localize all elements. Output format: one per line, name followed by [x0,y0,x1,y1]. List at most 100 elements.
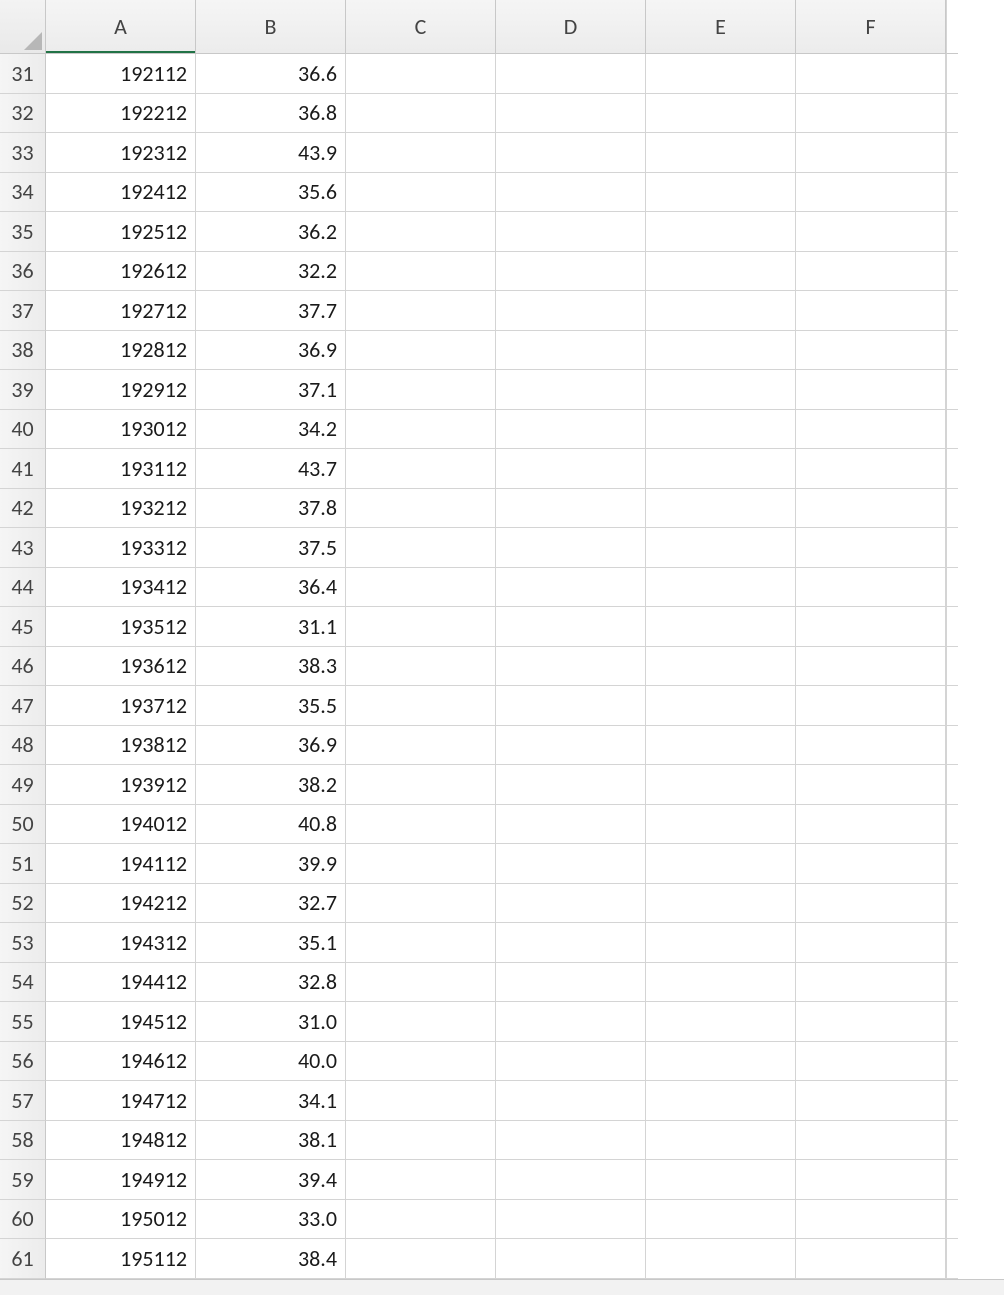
row-header[interactable]: 39 [0,370,46,410]
cell-F54[interactable] [796,963,946,1003]
cell-E56[interactable] [646,1042,796,1082]
cell-B33[interactable]: 43.9 [196,133,346,173]
cell-D40[interactable] [496,410,646,450]
row-header[interactable]: 48 [0,726,46,766]
cell-C57[interactable] [346,1081,496,1121]
cell-A53[interactable]: 194312 [46,923,196,963]
cell-B58[interactable]: 38.1 [196,1121,346,1161]
cell-D59[interactable] [496,1160,646,1200]
cell-B38[interactable]: 36.9 [196,331,346,371]
row-header[interactable]: 35 [0,212,46,252]
cell-D42[interactable] [496,489,646,529]
cell-E37[interactable] [646,291,796,331]
cell-B39[interactable]: 37.1 [196,370,346,410]
cell-F51[interactable] [796,844,946,884]
cell-C37[interactable] [346,291,496,331]
cell-C31[interactable] [346,54,496,94]
row-header[interactable]: 42 [0,489,46,529]
cell-E46[interactable] [646,647,796,687]
cell-A38[interactable]: 192812 [46,331,196,371]
cell-F40[interactable] [796,410,946,450]
cell-E34[interactable] [646,173,796,213]
cell-C33[interactable] [346,133,496,173]
select-all-corner[interactable] [0,0,46,54]
cell-F53[interactable] [796,923,946,963]
cell-B35[interactable]: 36.2 [196,212,346,252]
cell-C46[interactable] [346,647,496,687]
cell-F34[interactable] [796,173,946,213]
column-header-A[interactable]: A [46,0,196,54]
cell-C58[interactable] [346,1121,496,1161]
cell-B59[interactable]: 39.4 [196,1160,346,1200]
cell-C45[interactable] [346,607,496,647]
cell-A57[interactable]: 194712 [46,1081,196,1121]
cell-C39[interactable] [346,370,496,410]
row-header[interactable]: 50 [0,805,46,845]
column-header-F[interactable]: F [796,0,946,54]
cell-D51[interactable] [496,844,646,884]
cell-A58[interactable]: 194812 [46,1121,196,1161]
cell-C60[interactable] [346,1200,496,1240]
cell-C35[interactable] [346,212,496,252]
row-header[interactable]: 32 [0,94,46,134]
cell-F46[interactable] [796,647,946,687]
cell-B50[interactable]: 40.8 [196,805,346,845]
row-header[interactable]: 58 [0,1121,46,1161]
row-header[interactable]: 33 [0,133,46,173]
cell-A35[interactable]: 192512 [46,212,196,252]
cell-E60[interactable] [646,1200,796,1240]
cell-A49[interactable]: 193912 [46,765,196,805]
cell-D56[interactable] [496,1042,646,1082]
cell-B54[interactable]: 32.8 [196,963,346,1003]
cell-F57[interactable] [796,1081,946,1121]
row-header[interactable]: 37 [0,291,46,331]
column-header-D[interactable]: D [496,0,646,54]
cell-D33[interactable] [496,133,646,173]
cell-A47[interactable]: 193712 [46,686,196,726]
cell-A41[interactable]: 193112 [46,449,196,489]
cell-B49[interactable]: 38.2 [196,765,346,805]
cell-D35[interactable] [496,212,646,252]
row-header[interactable]: 60 [0,1200,46,1240]
cell-C41[interactable] [346,449,496,489]
cell-A56[interactable]: 194612 [46,1042,196,1082]
cell-E47[interactable] [646,686,796,726]
cell-C52[interactable] [346,884,496,924]
cell-C43[interactable] [346,528,496,568]
row-header[interactable]: 56 [0,1042,46,1082]
cell-E48[interactable] [646,726,796,766]
cell-F49[interactable] [796,765,946,805]
cell-C56[interactable] [346,1042,496,1082]
cell-E42[interactable] [646,489,796,529]
cell-F52[interactable] [796,884,946,924]
row-header[interactable]: 45 [0,607,46,647]
row-header[interactable]: 61 [0,1239,46,1279]
cell-E45[interactable] [646,607,796,647]
cell-F36[interactable] [796,252,946,292]
cell-E39[interactable] [646,370,796,410]
cell-F31[interactable] [796,54,946,94]
row-header[interactable]: 59 [0,1160,46,1200]
cell-E35[interactable] [646,212,796,252]
cell-C54[interactable] [346,963,496,1003]
cell-B43[interactable]: 37.5 [196,528,346,568]
cell-F37[interactable] [796,291,946,331]
cell-A50[interactable]: 194012 [46,805,196,845]
cell-C53[interactable] [346,923,496,963]
cell-A60[interactable]: 195012 [46,1200,196,1240]
cell-B40[interactable]: 34.2 [196,410,346,450]
cell-B60[interactable]: 33.0 [196,1200,346,1240]
cell-D34[interactable] [496,173,646,213]
cell-C38[interactable] [346,331,496,371]
cell-A44[interactable]: 193412 [46,568,196,608]
cell-F41[interactable] [796,449,946,489]
cell-C32[interactable] [346,94,496,134]
cell-D54[interactable] [496,963,646,1003]
cell-B36[interactable]: 32.2 [196,252,346,292]
cell-E40[interactable] [646,410,796,450]
cell-F56[interactable] [796,1042,946,1082]
cell-F43[interactable] [796,528,946,568]
cell-B42[interactable]: 37.8 [196,489,346,529]
cell-F61[interactable] [796,1239,946,1279]
cell-F35[interactable] [796,212,946,252]
